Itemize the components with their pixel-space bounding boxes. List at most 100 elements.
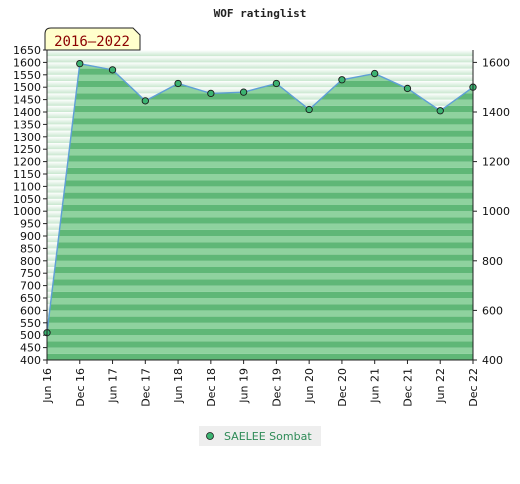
area-band bbox=[47, 161, 473, 168]
y-left-tick-label: 550 bbox=[20, 317, 41, 330]
y-left-tick-label: 1300 bbox=[13, 131, 41, 144]
x-tick-label: Dec 22 bbox=[467, 368, 480, 407]
background-band bbox=[47, 50, 473, 57]
y-left-tick-label: 1350 bbox=[13, 118, 41, 131]
area-band bbox=[47, 322, 473, 329]
y-right-tick-label: 800 bbox=[482, 255, 503, 268]
data-point bbox=[207, 89, 215, 98]
area-band bbox=[47, 186, 473, 193]
y-left-tick-label: 1150 bbox=[13, 168, 41, 181]
x-tick-label: Dec 19 bbox=[270, 368, 283, 407]
area-band bbox=[47, 205, 473, 212]
data-point bbox=[338, 76, 346, 84]
y-left-tick-label: 1100 bbox=[13, 180, 41, 193]
area-band bbox=[47, 99, 473, 106]
date-range-badge: 2016–2022 bbox=[44, 27, 141, 51]
x-tick-label: Jun 16 bbox=[41, 368, 54, 404]
area-fill bbox=[46, 63, 474, 361]
y-left-tick-label: 1600 bbox=[13, 56, 41, 69]
x-tick-label: Dec 21 bbox=[401, 368, 414, 407]
area-band bbox=[47, 260, 473, 267]
data-point bbox=[141, 97, 149, 105]
y-left-tick-label: 500 bbox=[20, 329, 41, 342]
area-band bbox=[47, 242, 473, 249]
area-band bbox=[47, 118, 473, 125]
area-band bbox=[47, 130, 473, 137]
axes: 1650160015501500145014001350130012501200… bbox=[13, 44, 510, 407]
area-band bbox=[47, 143, 473, 150]
y-left-tick-label: 1450 bbox=[13, 94, 41, 107]
legend-marker bbox=[206, 432, 214, 440]
area-band bbox=[47, 347, 473, 354]
x-tick-label: Jun 22 bbox=[434, 368, 447, 404]
x-tick-label: Dec 16 bbox=[74, 368, 87, 407]
y-right-tick-label: 1000 bbox=[482, 205, 510, 218]
background-band bbox=[47, 56, 473, 63]
y-left-tick-label: 1050 bbox=[13, 193, 41, 206]
area-band bbox=[47, 304, 473, 311]
data-point bbox=[174, 79, 182, 88]
area-band bbox=[47, 267, 473, 274]
y-right-tick-label: 1400 bbox=[482, 106, 510, 119]
area-band bbox=[47, 93, 473, 100]
y-right-tick-label: 1600 bbox=[482, 56, 510, 69]
area-band bbox=[47, 291, 473, 298]
data-point bbox=[371, 69, 379, 78]
area-band bbox=[47, 211, 473, 218]
area-band bbox=[47, 316, 473, 323]
area-band bbox=[47, 174, 473, 181]
x-tick-label: Jun 21 bbox=[369, 368, 382, 404]
area-band bbox=[47, 298, 473, 305]
area-band bbox=[47, 341, 473, 348]
chart-title: WOF ratinglist bbox=[214, 7, 307, 20]
area-band bbox=[47, 229, 473, 236]
y-left-tick-label: 950 bbox=[20, 218, 41, 231]
y-left-tick-label: 450 bbox=[20, 342, 41, 355]
data-point bbox=[108, 66, 117, 74]
legend: SAELEE Sombat bbox=[199, 426, 321, 446]
x-tick-label: Dec 20 bbox=[336, 368, 349, 407]
area-band bbox=[47, 285, 473, 292]
y-left-tick-label: 1200 bbox=[13, 156, 41, 169]
area-band bbox=[47, 136, 473, 143]
badge-label: 2016–2022 bbox=[54, 34, 130, 50]
x-tick-label: Jun 18 bbox=[172, 368, 185, 404]
x-tick-label: Jun 19 bbox=[238, 368, 251, 404]
y-left-tick-label: 1500 bbox=[13, 81, 41, 94]
area-band bbox=[47, 192, 473, 199]
y-left-tick-label: 400 bbox=[20, 354, 41, 367]
y-left-tick-label: 1550 bbox=[13, 69, 41, 82]
area-band bbox=[47, 310, 473, 317]
area-band bbox=[47, 279, 473, 286]
area-band bbox=[47, 335, 473, 342]
area-band bbox=[47, 254, 473, 261]
y-right-tick-label: 1200 bbox=[482, 156, 510, 169]
area-band bbox=[47, 273, 473, 280]
background-band bbox=[47, 68, 473, 75]
area-band bbox=[47, 124, 473, 131]
y-left-tick-label: 1250 bbox=[13, 143, 41, 156]
x-tick-label: Dec 17 bbox=[139, 368, 152, 407]
y-left-tick-label: 800 bbox=[20, 255, 41, 268]
area-band bbox=[47, 105, 473, 112]
data-point bbox=[76, 59, 84, 68]
area-band bbox=[47, 155, 473, 162]
area-band bbox=[47, 180, 473, 187]
area-band bbox=[47, 149, 473, 156]
data-point bbox=[403, 84, 412, 93]
series-line bbox=[46, 62, 474, 333]
y-left-tick-label: 600 bbox=[20, 304, 41, 317]
area-band bbox=[47, 248, 473, 255]
background-band bbox=[47, 62, 473, 69]
y-left-tick-label: 1650 bbox=[13, 44, 41, 57]
area-band bbox=[47, 329, 473, 336]
area-band bbox=[47, 217, 473, 224]
area-band bbox=[47, 198, 473, 205]
area-band bbox=[47, 236, 473, 243]
y-right-tick-label: 400 bbox=[482, 354, 503, 367]
y-right-tick-label: 600 bbox=[482, 304, 503, 317]
area-band bbox=[47, 353, 473, 360]
y-left-tick-label: 850 bbox=[20, 242, 41, 255]
